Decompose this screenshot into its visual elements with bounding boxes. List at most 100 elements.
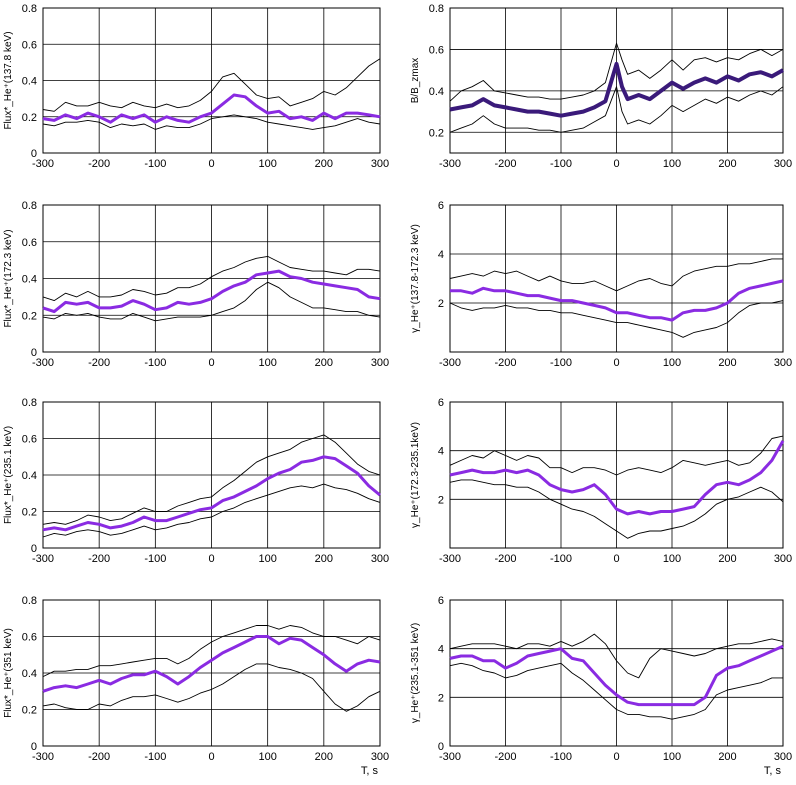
series-line-mean [42, 455, 381, 532]
chart-panel-3: -300 -200 -100 0 100 200 300 0 0.2 0.4 0.6 0.8 Flux*… [3, 200, 389, 369]
y-tick-label: 4 [438, 249, 444, 261]
series-line-mean [449, 440, 785, 516]
x-tick-label: 0 [208, 158, 214, 170]
x-tick-label: 300 [371, 751, 389, 763]
y-tick-label: 0.6 [22, 434, 37, 446]
y-tick-label: 0 [31, 543, 37, 555]
series-line-lower [449, 300, 784, 338]
y-tick-label: 0.6 [22, 237, 37, 249]
x-tick-label: 0 [613, 357, 619, 369]
series-line-lower [449, 479, 784, 539]
x-tick-label: -100 [550, 751, 572, 763]
series-line-upper [449, 435, 784, 476]
y-tick-label: 0.4 [429, 86, 444, 98]
x-tick-label: 300 [371, 357, 389, 369]
x-tick-label: 200 [315, 751, 333, 763]
y-tick-label: 0.4 [22, 274, 37, 286]
series-line-mean [449, 644, 784, 707]
x-tick-label: 100 [663, 357, 681, 369]
x-tick-label: -100 [550, 553, 572, 565]
y-tick-label: 0.8 [22, 200, 37, 212]
y-axis-label: γ_He⁺(137.8-172.3 keV) [410, 224, 421, 333]
y-tick-label: 0.4 [22, 470, 37, 482]
x-tick-label: 100 [663, 553, 681, 565]
y-axis-label: Flux*_He⁺(172.3 keV) [3, 229, 14, 327]
y-tick-label: 0 [31, 148, 37, 160]
series-line-upper [42, 625, 381, 678]
y-tick-label: 0.8 [429, 3, 444, 15]
x-tick-label: 0 [208, 357, 214, 369]
chart-panel-4: -300 -200 -100 0 100 200 300 2 4 6 γ_He⁺(137.8-172… [410, 200, 792, 369]
chart-panel-6: -300 -200 -100 0 100 200 300 2 4 6 γ_He⁺(172.3-235… [410, 397, 792, 565]
x-tick-label: 200 [315, 158, 333, 170]
x-tick-label: 300 [774, 553, 792, 565]
x-tick-label: -100 [144, 751, 166, 763]
x-tick-label: -200 [494, 158, 516, 170]
x-tick-label: 100 [258, 357, 276, 369]
x-tick-label: -100 [144, 357, 166, 369]
y-tick-label: 0.2 [429, 127, 444, 139]
x-tick-label: -300 [32, 751, 54, 763]
x-axis-label: T, s [361, 765, 379, 777]
y-tick-label: 0.6 [22, 39, 37, 51]
x-tick-label: -300 [32, 158, 54, 170]
x-tick-label: 0 [208, 553, 214, 565]
y-axis-label: γ_He⁺(235.1-351 keV) [410, 623, 421, 723]
y-tick-label: 0.2 [22, 112, 37, 124]
x-tick-label: 200 [718, 553, 736, 565]
y-tick-label: 0.8 [22, 595, 37, 607]
x-tick-label: 0 [613, 158, 619, 170]
series-line-mean [450, 279, 784, 322]
x-tick-label: -100 [144, 158, 166, 170]
chart-panel-2: -300 -200 -100 0 100 200 300 0.2 0.4 0.6 0.8 B/B_zm… [410, 3, 792, 170]
x-tick-label: 300 [371, 553, 389, 565]
series-line-lower [449, 86, 784, 133]
x-tick-label: -100 [550, 357, 572, 369]
x-tick-label: -200 [494, 357, 516, 369]
x-tick-label: -300 [439, 553, 461, 565]
chart-panel-8: -300 -200 -100 0 100 200 300 0 2 4 6 γ_He⁺(235.1-35… [410, 595, 792, 777]
y-tick-label: 0.6 [22, 632, 37, 644]
x-tick-label: -300 [32, 357, 54, 369]
y-tick-label: 6 [438, 595, 444, 607]
y-tick-label: 0 [438, 741, 444, 753]
y-tick-label: 2 [438, 298, 444, 310]
x-tick-label: -100 [550, 158, 572, 170]
x-tick-label: 200 [718, 357, 736, 369]
series-line-lower [42, 663, 381, 712]
x-tick-label: -300 [439, 357, 461, 369]
series-line-mean [42, 635, 381, 693]
x-tick-label: 300 [774, 357, 792, 369]
y-tick-label: 0.4 [22, 668, 37, 680]
x-tick-label: -200 [88, 553, 110, 565]
chart-panel-5: -300 -200 -100 0 100 200 300 0 0.2 0.4 0.6 0.8 Flux*… [3, 397, 389, 565]
series-line-lower [449, 662, 783, 720]
x-tick-label: 100 [663, 158, 681, 170]
x-tick-label: 0 [613, 553, 619, 565]
y-tick-label: 0 [31, 347, 37, 359]
series-line-lower [42, 281, 381, 322]
x-tick-label: 300 [371, 158, 389, 170]
y-tick-label: 2 [438, 494, 444, 506]
x-tick-label: 200 [315, 357, 333, 369]
y-axis-label: Flux*_He⁺(137.8 keV) [3, 31, 14, 129]
series-line-upper [42, 58, 381, 112]
y-axis-label: γ_He⁺(172.3-235.1keV) [410, 422, 421, 528]
y-tick-label: 6 [438, 200, 444, 212]
x-tick-label: -100 [144, 553, 166, 565]
y-tick-label: 6 [438, 397, 444, 409]
x-tick-label: 200 [718, 158, 736, 170]
chart-panel-7: -300 -200 -100 0 100 200 300 0 0.2 0.4 0.6 0.8 Flux*… [3, 595, 389, 777]
series-line-mean [42, 269, 381, 314]
x-tick-label: -200 [494, 553, 516, 565]
x-tick-label: 100 [258, 553, 276, 565]
x-tick-label: -300 [439, 751, 461, 763]
series-line-upper [42, 434, 381, 525]
x-tick-label: -200 [494, 751, 516, 763]
y-axis-label: B/B_zmax [410, 58, 421, 104]
y-tick-label: 4 [438, 644, 444, 656]
y-tick-label: 0.2 [22, 507, 37, 519]
y-tick-label: 0 [31, 741, 37, 753]
x-tick-label: 100 [258, 158, 276, 170]
